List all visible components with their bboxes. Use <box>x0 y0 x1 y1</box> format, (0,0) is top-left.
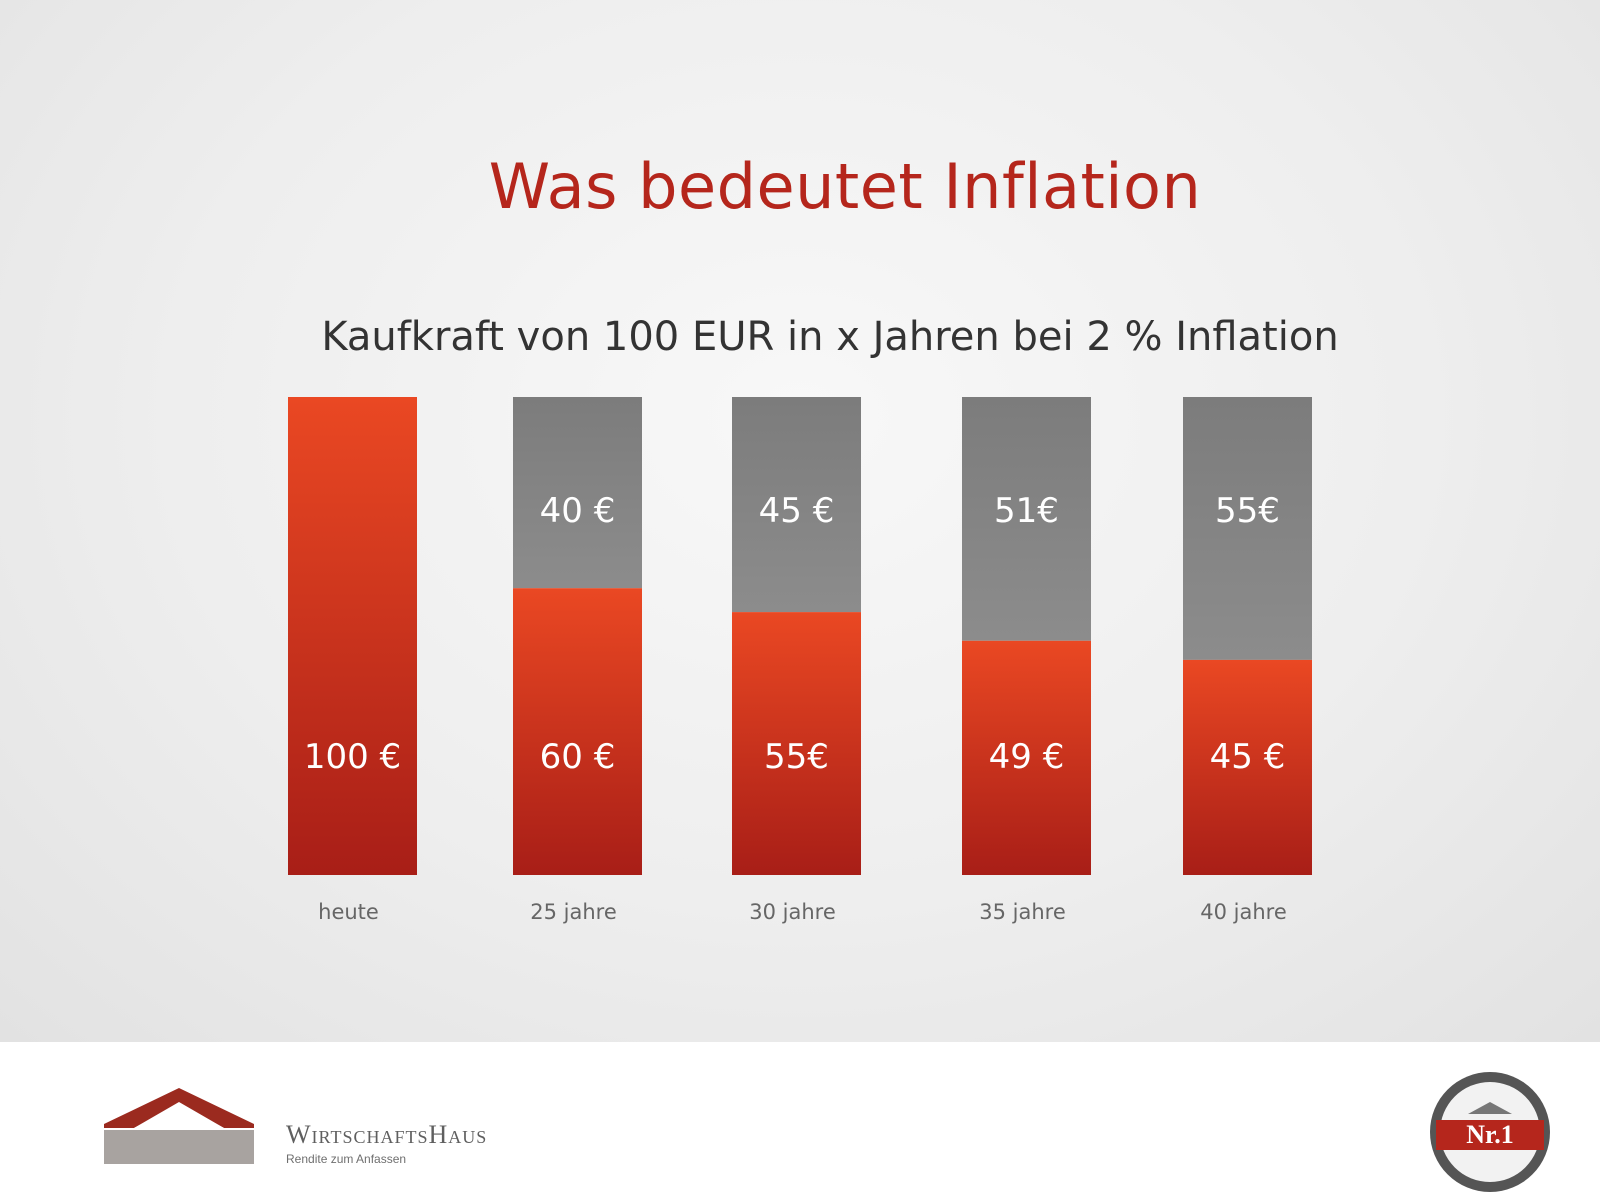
bar-gray-label-1: 40 € <box>540 491 616 531</box>
award-badge-icon: Nr.1 <box>1430 1072 1550 1192</box>
footer <box>0 1042 1600 1200</box>
bar-red-label-1: 60 € <box>540 737 616 777</box>
category-label-1: 25 jahre <box>530 900 617 924</box>
badge-label: Nr.1 <box>1466 1120 1513 1149</box>
category-label-2: 30 jahre <box>749 900 836 924</box>
slide-title: Was bedeutet Inflation <box>488 150 1202 223</box>
bar-gray-3 <box>962 397 1091 641</box>
bar-red-1 <box>513 588 642 875</box>
bar-red-2 <box>732 612 861 875</box>
bar-red-label-3: 49 € <box>989 737 1065 777</box>
bar-gray-2 <box>732 397 861 613</box>
bar-red-label-0: 100 € <box>304 737 401 777</box>
inflation-bar-chart: 100 € heute 40 € 60 € 25 jahre 45 € 55€ 30 jahr… <box>288 397 1312 924</box>
brand-name: WirtschaftsHaus <box>286 1120 488 1149</box>
bar-red-label-2: 55€ <box>764 737 829 777</box>
content-area: Was bedeutet Inflation Kaufkraft von 100… <box>0 0 1600 1042</box>
bar-gray-label-4: 55€ <box>1215 491 1280 531</box>
house-logo-icon <box>104 1088 254 1164</box>
category-label-0: heute <box>318 900 379 924</box>
bar-gray-label-2: 45 € <box>759 491 835 531</box>
bar-gray-4 <box>1183 397 1312 660</box>
chart-subtitle: Kaufkraft von 100 EUR in x Jahren bei 2 … <box>321 314 1339 360</box>
category-label-3: 35 jahre <box>979 900 1066 924</box>
bar-red-4 <box>1183 659 1312 875</box>
bar-gray-1 <box>513 397 642 589</box>
bar-red-0 <box>288 397 417 875</box>
bar-red-3 <box>962 640 1091 875</box>
category-label-4: 40 jahre <box>1200 900 1287 924</box>
bar-red-label-4: 45 € <box>1210 737 1286 777</box>
bar-gray-label-3: 51€ <box>994 491 1059 531</box>
brand-tagline: Rendite zum Anfassen <box>286 1152 407 1166</box>
